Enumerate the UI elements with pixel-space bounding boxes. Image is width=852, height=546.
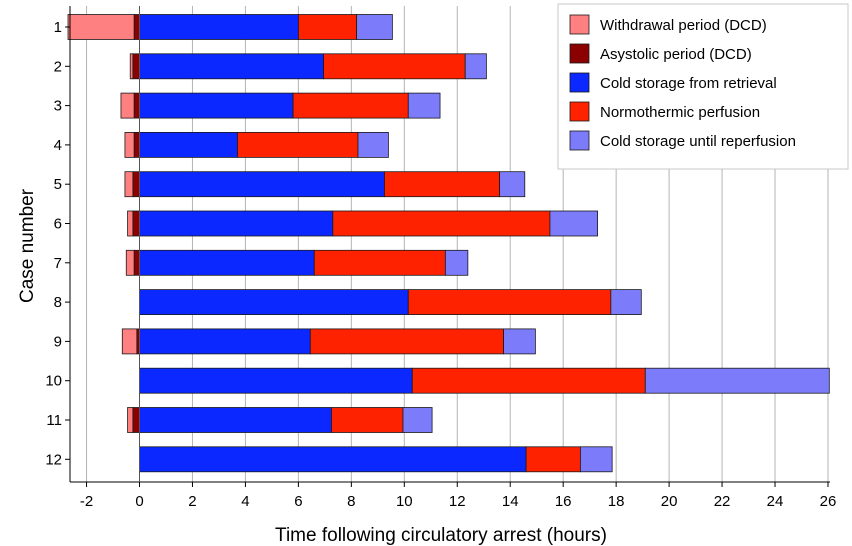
- bar-segment: [356, 14, 393, 40]
- bar-segment: [125, 249, 135, 276]
- y-tick-label: 3: [54, 98, 62, 115]
- bar-segment: [579, 446, 613, 473]
- bar-segment: [525, 446, 581, 473]
- bar-segment: [499, 171, 526, 198]
- bar-segment: [357, 131, 389, 158]
- bar-segment: [139, 446, 527, 473]
- x-tick-label: 14: [502, 493, 519, 510]
- bar-segment: [323, 53, 466, 80]
- x-tick-label: 26: [820, 493, 837, 510]
- bar-segment: [549, 210, 599, 237]
- y-tick-label: 9: [54, 333, 62, 350]
- bar-segment: [139, 14, 299, 40]
- x-tick-label: 12: [449, 493, 466, 510]
- y-tick-label: 5: [54, 176, 62, 193]
- bar-segment: [444, 249, 469, 276]
- x-tick-label: 20: [661, 493, 678, 510]
- x-tick-label: 24: [767, 493, 784, 510]
- x-tick-labels: -2 0 2 4 6 8 10 12 14 16 18 20 22 24 26: [80, 493, 836, 510]
- legend-swatch: [569, 72, 590, 93]
- bar-segment: [503, 328, 536, 355]
- x-tick-label: 16: [555, 493, 572, 510]
- bar-segment: [133, 249, 140, 276]
- y-tick-label: 1: [54, 19, 62, 36]
- bar-segment: [124, 131, 135, 158]
- bar-segment: [127, 407, 134, 433]
- y-tick-label: 12: [45, 451, 62, 468]
- legend-swatch: [569, 130, 590, 151]
- bars: [67, 14, 830, 473]
- bar-segment: [139, 407, 332, 433]
- bar-segment: [124, 171, 134, 198]
- bar-segment: [139, 53, 324, 80]
- x-tick-label: 0: [135, 493, 143, 510]
- bar-segment: [407, 289, 612, 316]
- bar-segment: [132, 210, 140, 237]
- bar-segment: [139, 131, 238, 158]
- bar-segment: [292, 92, 409, 119]
- legend-label: Asystolic period (DCD): [600, 46, 752, 63]
- legend-label: Normothermic perfusion: [600, 104, 760, 121]
- y-tick-label: 7: [54, 255, 62, 272]
- legend-label: Cold storage until reperfusion: [600, 133, 796, 150]
- x-axis-title: Time following circulatory arrest (hours…: [275, 525, 607, 546]
- bar-segment: [132, 407, 140, 433]
- x-tick-label: 8: [347, 493, 355, 510]
- bar-segment: [297, 14, 358, 40]
- bar-segment: [132, 171, 140, 198]
- bar-segment: [133, 14, 140, 40]
- bar-segment: [120, 92, 135, 119]
- bar-segment: [402, 407, 433, 433]
- bar-segment: [407, 92, 441, 119]
- axes: [69, 6, 830, 483]
- x-tick-label: 18: [608, 493, 625, 510]
- y-tick-label: 2: [54, 58, 62, 75]
- x-tick-label: 22: [714, 493, 731, 510]
- bar-segment: [411, 367, 646, 394]
- bar-segment: [139, 249, 315, 276]
- bar-segment: [121, 328, 138, 355]
- bar-segment: [139, 289, 409, 316]
- bar-segment: [237, 131, 359, 158]
- bar-segment: [610, 289, 642, 316]
- legend-label: Withdrawal period (DCD): [600, 17, 767, 34]
- bar-segment: [139, 328, 311, 355]
- y-tick-label: 6: [54, 216, 62, 233]
- legend-swatch: [569, 14, 590, 35]
- bar-segment: [132, 53, 140, 80]
- y-tick-label: 11: [46, 412, 62, 429]
- y-tick-label: 4: [54, 137, 62, 154]
- x-tick-label: -2: [80, 493, 93, 510]
- y-axis-title: Case number: [17, 188, 38, 303]
- legend-swatch: [569, 101, 590, 122]
- x-tick-label: 2: [188, 493, 196, 510]
- bar-segment: [67, 14, 135, 40]
- x-tick-label: 6: [294, 493, 302, 510]
- y-tick-label: 8: [54, 294, 62, 311]
- bar-segment: [139, 367, 413, 394]
- bar-segment: [313, 249, 446, 276]
- x-tick-label: 4: [241, 493, 249, 510]
- bar-segment: [644, 367, 830, 394]
- bar-segment: [127, 210, 134, 237]
- legend-swatch: [569, 43, 590, 64]
- bar-segment: [139, 92, 294, 119]
- bar-segment: [384, 171, 501, 198]
- bar-segment: [139, 171, 385, 198]
- bar-segment: [464, 53, 487, 80]
- x-tick-label: 10: [396, 493, 413, 510]
- y-tick-label: 10: [45, 373, 62, 390]
- legend-box: [557, 3, 849, 170]
- legend: Withdrawal period (DCD) Asystolic period …: [557, 3, 849, 170]
- bar-segment: [331, 407, 404, 433]
- bar-segment: [133, 131, 140, 158]
- legend-label: Cold storage from retrieval: [600, 75, 777, 92]
- bar-segment: [139, 210, 334, 237]
- bar-segment: [133, 92, 140, 119]
- bar-segment: [332, 210, 551, 237]
- bar-segment: [309, 328, 504, 355]
